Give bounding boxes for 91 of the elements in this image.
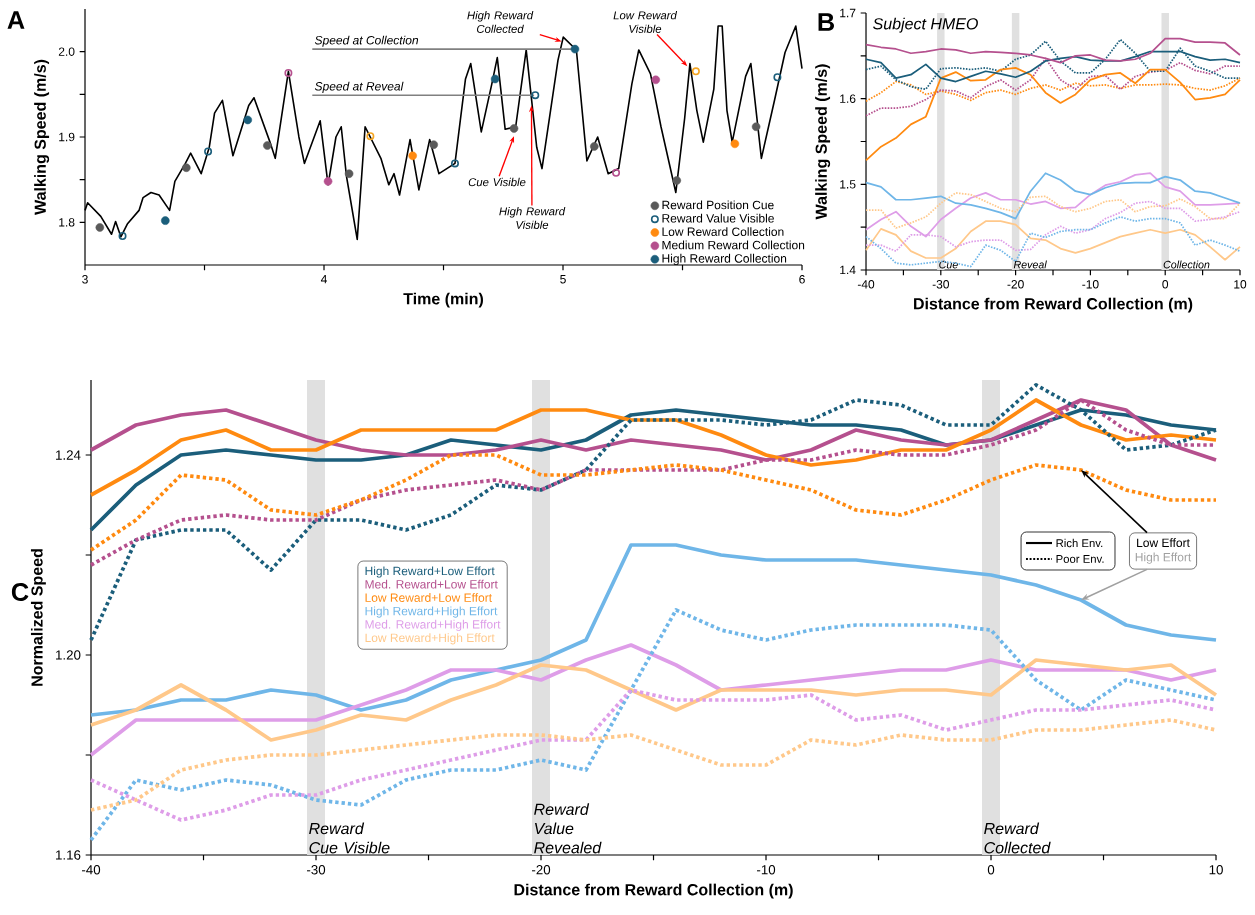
legend-label: Medium Reward Collection [662,240,805,250]
point [531,91,540,100]
point [490,74,500,84]
text: High Reward+High Effort [365,606,498,618]
x-tick-label: 10 [1234,280,1247,289]
x-axis-title: Distance from Reward Collection (m) [914,297,1193,313]
annotation: Poor Env. [1056,555,1104,563]
x-tick-label: -10 [1082,280,1099,289]
y-tick-label: 1.6 [840,94,856,103]
line-series [865,192,1241,229]
line-series [89,453,1218,552]
text: High Reward+Low Effort [365,566,495,578]
point [570,44,580,54]
y-tick-label: 1.4 [840,265,856,275]
y-axis-title: Walking Speed (m/s) [34,59,50,215]
point [161,216,170,225]
point [691,67,700,76]
x-tick-label: -40 [81,865,101,875]
point [263,141,272,150]
point [730,139,740,149]
x-tick-label: 6 [799,275,805,284]
point [366,132,375,141]
series-label: Speed at Collection [314,35,419,47]
series-label: Speed at Reveal [314,81,404,93]
point [118,231,127,240]
line-series [865,172,1241,220]
band-label: Reward Value Revealed [534,803,602,854]
x-tick-label: -30 [932,280,950,289]
x-tick-label: 0 [1162,280,1169,289]
legend-label: Reward Position Cue [662,200,774,210]
x-tick-label: -10 [756,865,776,875]
x-tick-label: 4 [320,275,327,284]
point [672,176,682,185]
annotation: Low Effort [1137,538,1190,548]
text: Med. Reward+High Effort [365,619,501,632]
annotation: Low Reward Visible [613,11,678,33]
legend-label: Reward Value Visible [662,213,774,223]
band-label: Reveal [1013,260,1047,269]
y-tick-label: 1.16 [56,850,81,860]
chart-title: B [818,13,835,31]
y-tick-label: 1.24 [56,450,81,460]
point [182,163,191,172]
point [590,142,599,151]
annotation: High Reward Collected [467,11,534,33]
point [323,177,333,186]
point [344,169,354,178]
point [751,122,761,132]
x-tick-label: -20 [1007,280,1024,289]
annotation: High Effort [1135,552,1192,564]
x-tick-label: -20 [531,865,551,875]
annotation: High Reward Visible [499,207,566,229]
x-axis-title: Time (min) [403,292,484,308]
legend-label: High Reward Collection [662,253,787,266]
x-axis-title: Distance from Reward Collection (m) [514,883,793,899]
point [773,73,782,82]
x-tick-label: 0 [987,865,995,875]
x-tick-label: -30 [306,865,326,875]
point [509,124,519,133]
y-tick-label: 1.5 [840,180,856,189]
point [204,147,213,156]
y-axis-title: Normalized Speed [30,549,46,686]
annotation: Rich Env. [1056,538,1103,548]
band-label: Collection [1163,260,1210,269]
point [450,159,459,168]
chart-title: A [7,11,25,29]
point [429,140,438,149]
band-label: Reward Cue Visible [309,822,390,854]
text: Low Reward+Low Effort [365,593,492,602]
y-tick-label: 1.8 [59,218,75,227]
y-tick-label: 1.20 [56,650,81,660]
y-tick-label: 1.9 [59,132,75,142]
y-tick-label: 2.0 [58,47,75,56]
x-tick-label: 10 [1209,865,1223,875]
band-label: Reward Collected [984,822,1051,854]
point [651,75,661,85]
y-tick-label: 1.7 [840,8,856,18]
point [95,223,105,232]
point [408,151,417,161]
text: Low Reward+High Effort [365,633,495,645]
point [243,115,253,125]
x-tick-label: 5 [560,275,566,284]
annotation: Cue Visible [468,177,526,187]
line-series [865,38,1241,91]
legend-label: Low Reward Collection [662,227,784,236]
y-axis-title: Walking Speed (m/s) [815,64,831,220]
text: C [11,583,29,601]
line-series [865,220,1241,261]
chart-subtitle: Subject HMEO [873,17,978,33]
x-tick-label: 3 [82,275,88,284]
x-tick-label: -40 [857,280,875,289]
text: Med. Reward+Low Effort [365,579,498,589]
